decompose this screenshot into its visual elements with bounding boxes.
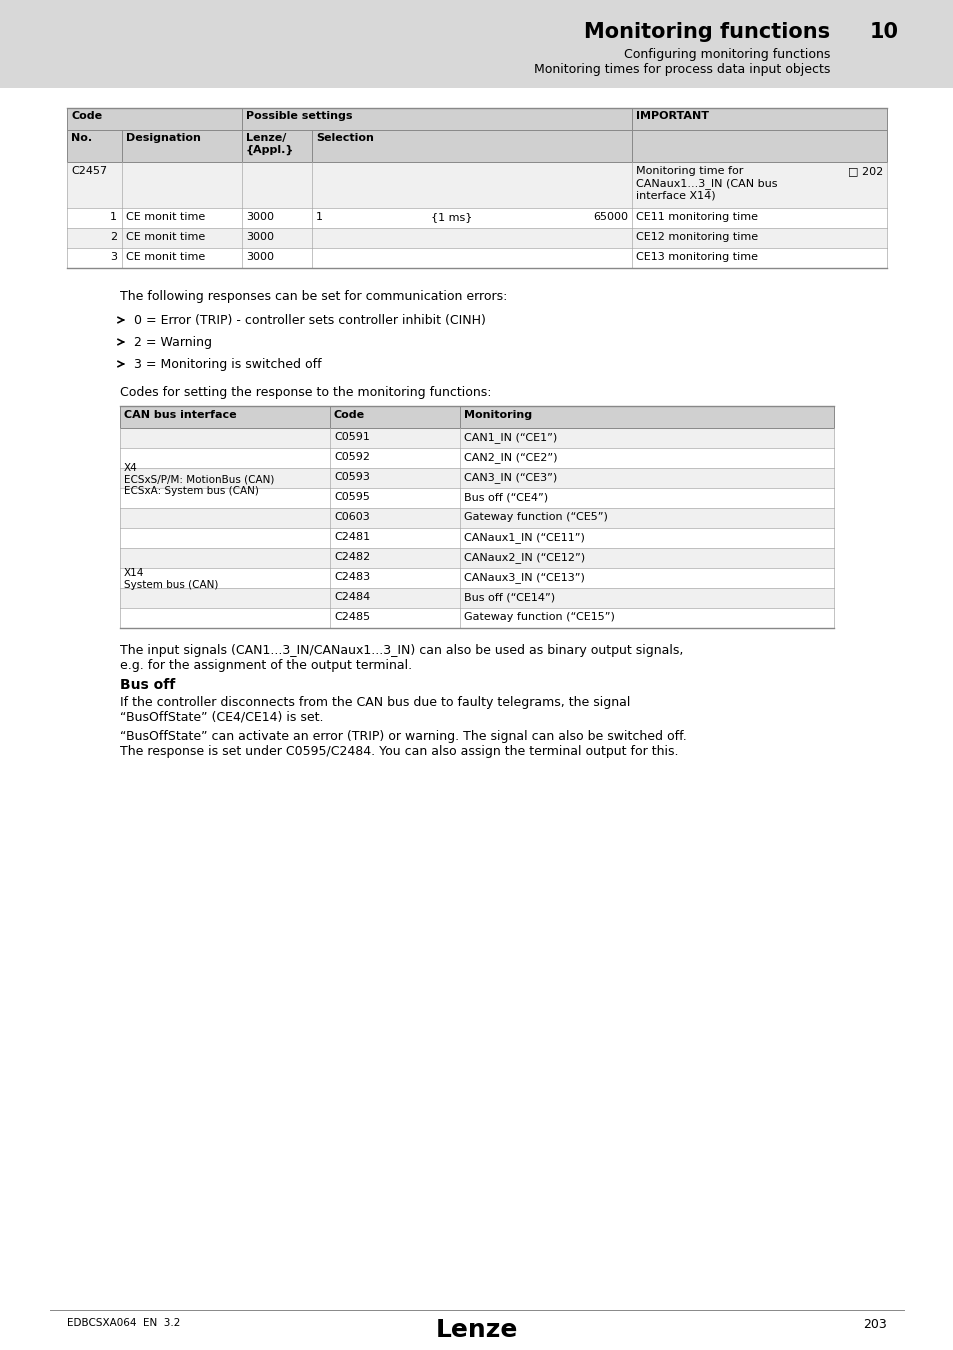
Text: Codes for setting the response to the monitoring functions:: Codes for setting the response to the mo…: [120, 386, 491, 400]
Bar: [67, 130, 886, 162]
Text: C0592: C0592: [334, 452, 370, 462]
Bar: [67, 108, 886, 130]
Bar: [120, 568, 833, 589]
Bar: [120, 548, 833, 568]
Text: X4
ECSxS/P/M: MotionBus (CAN)
ECSxA: System bus (CAN): X4 ECSxS/P/M: MotionBus (CAN) ECSxA: Sys…: [124, 463, 274, 497]
Text: IMPORTANT: IMPORTANT: [636, 111, 708, 122]
Text: If the controller disconnects from the CAN bus due to faulty telegrams, the sign: If the controller disconnects from the C…: [120, 697, 630, 724]
Text: Gateway function (“CE15”): Gateway function (“CE15”): [463, 612, 615, 622]
Text: CE12 monitoring time: CE12 monitoring time: [636, 232, 758, 242]
Text: C0595: C0595: [334, 491, 370, 502]
Text: Monitoring time for
CANaux1...3_IN (CAN bus
interface X14): Monitoring time for CANaux1...3_IN (CAN …: [636, 166, 777, 200]
Text: Possible settings: Possible settings: [246, 111, 352, 122]
Text: 65000: 65000: [593, 212, 627, 221]
Text: CE monit time: CE monit time: [126, 212, 205, 221]
Text: Bus off (“CE14”): Bus off (“CE14”): [463, 593, 555, 602]
Text: No.: No.: [71, 134, 92, 143]
Bar: [120, 508, 833, 528]
Text: CAN bus interface: CAN bus interface: [124, 410, 236, 420]
Text: 2 = Warning: 2 = Warning: [133, 336, 212, 350]
Text: Bus off (“CE4”): Bus off (“CE4”): [463, 491, 548, 502]
Text: C0603: C0603: [334, 512, 370, 522]
Text: □ 202: □ 202: [847, 166, 882, 176]
Text: CANaux3_IN (“CE13”): CANaux3_IN (“CE13”): [463, 572, 584, 583]
Text: Designation: Designation: [126, 134, 201, 143]
Text: 3000: 3000: [246, 212, 274, 221]
Text: CE11 monitoring time: CE11 monitoring time: [636, 212, 758, 221]
Text: C0593: C0593: [334, 472, 370, 482]
Text: Monitoring functions: Monitoring functions: [583, 22, 829, 42]
Text: CAN3_IN (“CE3”): CAN3_IN (“CE3”): [463, 472, 557, 483]
Bar: [120, 468, 833, 487]
Text: C2481: C2481: [334, 532, 370, 541]
Text: 1: 1: [110, 212, 117, 221]
Bar: [67, 162, 886, 208]
Text: EDBCSXA064  EN  3.2: EDBCSXA064 EN 3.2: [67, 1318, 180, 1328]
Text: 10: 10: [869, 22, 898, 42]
Text: 3 = Monitoring is switched off: 3 = Monitoring is switched off: [133, 358, 321, 371]
Bar: [120, 589, 833, 608]
Bar: [120, 608, 833, 628]
Text: Gateway function (“CE5”): Gateway function (“CE5”): [463, 512, 607, 522]
Text: The following responses can be set for communication errors:: The following responses can be set for c…: [120, 290, 507, 302]
Text: Monitoring: Monitoring: [463, 410, 532, 420]
Text: 203: 203: [862, 1318, 886, 1331]
Text: “BusOffState” can activate an error (TRIP) or warning. The signal can also be sw: “BusOffState” can activate an error (TRI…: [120, 730, 686, 757]
Text: CE monit time: CE monit time: [126, 252, 205, 262]
Text: Lenze/
{Appl.}: Lenze/ {Appl.}: [246, 134, 294, 155]
Text: Code: Code: [334, 410, 365, 420]
Text: Configuring monitoring functions: Configuring monitoring functions: [623, 49, 829, 61]
Text: {1 ms}: {1 ms}: [431, 212, 472, 221]
Bar: [120, 487, 833, 508]
Bar: [67, 248, 886, 269]
Bar: [67, 228, 886, 248]
Bar: [67, 208, 886, 228]
Bar: [0, 0, 953, 88]
Text: CAN2_IN (“CE2”): CAN2_IN (“CE2”): [463, 452, 557, 463]
Text: CANaux1_IN (“CE11”): CANaux1_IN (“CE11”): [463, 532, 584, 543]
Text: Bus off: Bus off: [120, 678, 175, 693]
Text: CAN1_IN (“CE1”): CAN1_IN (“CE1”): [463, 432, 557, 443]
Bar: [120, 428, 833, 448]
Text: Monitoring times for process data input objects: Monitoring times for process data input …: [533, 63, 829, 76]
Text: 0 = Error (TRIP) - controller sets controller inhibit (CINH): 0 = Error (TRIP) - controller sets contr…: [133, 315, 485, 327]
Text: X14
System bus (CAN): X14 System bus (CAN): [124, 568, 218, 590]
Text: CE monit time: CE monit time: [126, 232, 205, 242]
Text: C2482: C2482: [334, 552, 370, 562]
Text: 3000: 3000: [246, 232, 274, 242]
Text: CE13 monitoring time: CE13 monitoring time: [636, 252, 758, 262]
Text: C2483: C2483: [334, 572, 370, 582]
Text: 1: 1: [315, 212, 323, 221]
Text: 3000: 3000: [246, 252, 274, 262]
Text: The input signals (CAN1...3_IN/CANaux1...3_IN) can also be used as binary output: The input signals (CAN1...3_IN/CANaux1..…: [120, 644, 682, 672]
Text: Lenze: Lenze: [436, 1318, 517, 1342]
Text: C2484: C2484: [334, 593, 370, 602]
Text: C0591: C0591: [334, 432, 370, 441]
Text: Code: Code: [71, 111, 102, 122]
Text: C2457: C2457: [71, 166, 107, 176]
Bar: [120, 448, 833, 468]
Bar: [120, 406, 833, 428]
Text: 2: 2: [110, 232, 117, 242]
Text: C2485: C2485: [334, 612, 370, 622]
Text: CANaux2_IN (“CE12”): CANaux2_IN (“CE12”): [463, 552, 584, 563]
Text: 3: 3: [110, 252, 117, 262]
Text: Selection: Selection: [315, 134, 374, 143]
Bar: [120, 528, 833, 548]
